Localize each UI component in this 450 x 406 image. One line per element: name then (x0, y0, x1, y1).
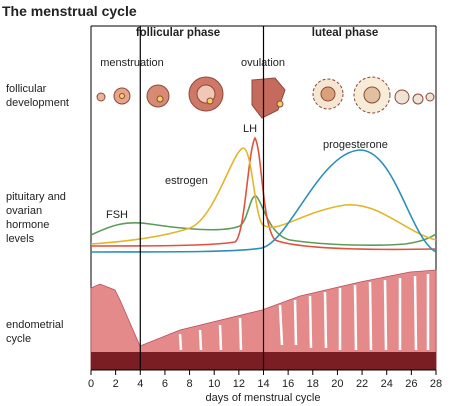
x-tick-label: 14 (257, 378, 269, 390)
x-tick-label: 0 (88, 378, 94, 390)
x-tick-label: 18 (307, 378, 319, 390)
x-tick-label: 2 (113, 378, 119, 390)
row-label: development (6, 97, 69, 109)
x-tick-label: 8 (187, 378, 193, 390)
x-tick-label: 20 (331, 378, 343, 390)
annotation: LH (243, 123, 257, 135)
x-axis-label: days of menstrual cycle (206, 392, 321, 404)
x-tick-label: 22 (356, 378, 368, 390)
x-tick-label: 10 (208, 378, 220, 390)
x-tick-label: 16 (282, 378, 294, 390)
annotation: estrogen (165, 175, 208, 187)
annotation: FSH (106, 209, 128, 221)
lh-curve (90, 136, 437, 251)
row-label: hormone (6, 219, 49, 231)
progesterone-curve (90, 149, 437, 253)
annotation: progesterone (323, 139, 388, 151)
x-tick-label: 26 (405, 378, 417, 390)
title: The menstrual cycle (2, 3, 137, 19)
estrogen-curve (90, 147, 437, 245)
follicles (96, 76, 435, 119)
x-tick-label: 6 (162, 378, 168, 390)
row-label: levels (6, 233, 35, 245)
row-label: ovarian (6, 205, 42, 217)
row-label: cycle (6, 333, 31, 345)
row-label: endometrial (6, 319, 63, 331)
row-label: follicular (6, 83, 47, 95)
x-tick-label: 4 (137, 378, 143, 390)
row-label: pituitary and (6, 191, 66, 203)
x-tick-label: 12 (233, 378, 245, 390)
phase-label: follicular phase (136, 27, 220, 39)
x-tick-label: 24 (381, 378, 393, 390)
x-tick-label: 28 (430, 378, 442, 390)
phase-label: luteal phase (312, 27, 378, 39)
annotation: menstruation (100, 57, 164, 69)
